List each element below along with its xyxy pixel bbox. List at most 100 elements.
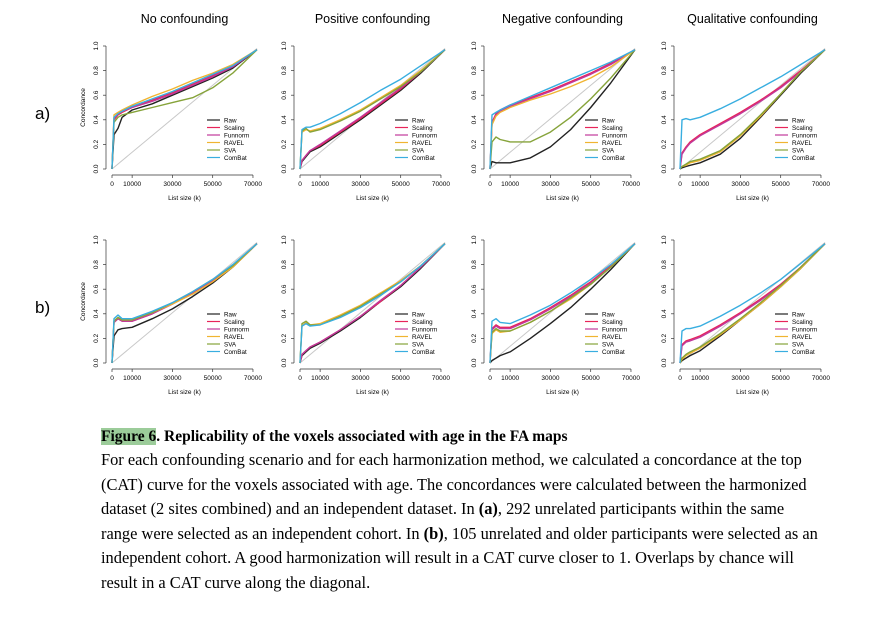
y-tick-label: 0.0 <box>93 358 100 367</box>
x-tick-label: 70000 <box>812 181 830 188</box>
y-tick-label: 0.2 <box>281 334 288 343</box>
legend-label: Scaling <box>224 125 245 132</box>
panel-title: No confounding <box>141 12 229 26</box>
legend-label: ComBat <box>224 155 247 162</box>
y-tick-label: 0.8 <box>471 260 478 269</box>
legend-label: Raw <box>792 117 805 124</box>
legend-label: RAVEL <box>224 334 245 341</box>
legend-label: Scaling <box>224 319 245 326</box>
series-line-combat <box>679 49 826 170</box>
y-tick-label: 0.8 <box>93 260 100 269</box>
legend-label: ComBat <box>412 155 435 162</box>
x-tick-label: 70000 <box>812 375 830 382</box>
y-tick-label: 0.4 <box>661 115 668 124</box>
legend-label: Scaling <box>412 319 433 326</box>
series-line-sva <box>679 243 826 364</box>
diagonal-reference-line <box>679 48 826 170</box>
x-tick-label: 70000 <box>244 375 262 382</box>
panel-title: Positive confounding <box>315 12 430 26</box>
y-tick-label: 0.0 <box>661 164 668 173</box>
series-line-raw <box>299 49 446 170</box>
y-tick-label: 0.0 <box>281 358 288 367</box>
series-line-scaling <box>489 243 636 364</box>
x-tick-label: 50000 <box>204 181 222 188</box>
legend-label: RAVEL <box>412 334 433 341</box>
x-tick-label: 30000 <box>731 375 749 382</box>
x-tick-label: 50000 <box>772 181 790 188</box>
y-tick-label: 0.4 <box>471 309 478 318</box>
legend-label: Funnorm <box>602 132 627 139</box>
x-tick-label: 30000 <box>351 181 369 188</box>
x-tick-label: 10000 <box>501 375 519 382</box>
legend-label: RAVEL <box>602 334 623 341</box>
x-tick-label: 50000 <box>582 375 600 382</box>
x-tick-label: 70000 <box>622 375 640 382</box>
series-line-combat <box>489 49 636 170</box>
x-tick-label: 10000 <box>691 375 709 382</box>
legend-label: Scaling <box>602 125 623 132</box>
y-tick-label: 0.2 <box>661 140 668 149</box>
x-tick-label: 0 <box>110 375 114 382</box>
y-tick-label: 0.6 <box>471 284 478 293</box>
x-axis-label: List size (k) <box>736 389 769 396</box>
x-axis-label: List size (k) <box>546 195 579 202</box>
series-line-ravel <box>679 243 826 364</box>
y-tick-label: 0.2 <box>471 140 478 149</box>
series-line-combat <box>679 243 826 364</box>
x-tick-label: 10000 <box>501 181 519 188</box>
legend-label: SVA <box>412 341 425 348</box>
y-tick-label: 0.0 <box>471 358 478 367</box>
x-tick-label: 70000 <box>622 181 640 188</box>
x-tick-label: 30000 <box>163 375 181 382</box>
x-tick-label: 10000 <box>123 181 141 188</box>
caption-title: Figure 6. Replicability of the voxels as… <box>101 426 821 448</box>
legend-label: Funnorm <box>792 326 817 333</box>
y-tick-label: 0.8 <box>281 260 288 269</box>
series-line-raw <box>679 49 826 170</box>
y-tick-label: 0.4 <box>93 309 100 318</box>
caption-figure-label: Figure 6 <box>101 428 157 445</box>
legend-label: Scaling <box>412 125 433 132</box>
x-tick-label: 0 <box>298 375 302 382</box>
x-tick-label: 10000 <box>311 375 329 382</box>
x-tick-label: 30000 <box>731 181 749 188</box>
series-line-combat <box>299 243 446 364</box>
series-line-sva <box>111 49 258 170</box>
y-tick-label: 0.8 <box>661 260 668 269</box>
x-axis-label: List size (k) <box>546 389 579 396</box>
figure-caption: Figure 6. Replicability of the voxels as… <box>101 426 821 596</box>
x-tick-label: 0 <box>678 181 682 188</box>
legend-label: ComBat <box>602 155 625 162</box>
caption-body: For each confounding scenario and for ea… <box>101 448 821 596</box>
legend-label: Funnorm <box>412 326 437 333</box>
legend-label: RAVEL <box>602 140 623 147</box>
y-tick-label: 0.6 <box>661 90 668 99</box>
series-line-funnorm <box>679 49 826 170</box>
y-tick-label: 0.0 <box>661 358 668 367</box>
legend-label: SVA <box>792 341 805 348</box>
caption-bold-a: (a) <box>478 499 498 519</box>
legend-label: Funnorm <box>602 326 627 333</box>
series-line-sva <box>489 49 636 170</box>
diagonal-reference-line <box>111 242 258 364</box>
panel-title: Qualitative confounding <box>687 12 818 26</box>
y-tick-label: 0.4 <box>281 309 288 318</box>
legend-label: SVA <box>792 147 805 154</box>
y-tick-label: 0.8 <box>471 66 478 75</box>
x-tick-label: 0 <box>298 181 302 188</box>
y-tick-label: 0.4 <box>471 115 478 124</box>
y-tick-label: 0.8 <box>661 66 668 75</box>
legend-label: SVA <box>602 147 615 154</box>
series-line-combat <box>299 49 446 170</box>
series-line-funnorm <box>299 243 446 364</box>
legend-label: SVA <box>224 341 237 348</box>
y-tick-label: 0.6 <box>281 284 288 293</box>
diagonal-reference-line <box>489 48 636 170</box>
series-line-scaling <box>111 49 258 170</box>
y-tick-label: 0.4 <box>661 309 668 318</box>
caption-text-2: , 292 unrelated participants within the … <box>101 499 785 543</box>
legend-label: RAVEL <box>792 334 813 341</box>
y-tick-label: 1.0 <box>471 235 478 244</box>
legend-label: Scaling <box>602 319 623 326</box>
legend-label: Raw <box>602 311 615 318</box>
